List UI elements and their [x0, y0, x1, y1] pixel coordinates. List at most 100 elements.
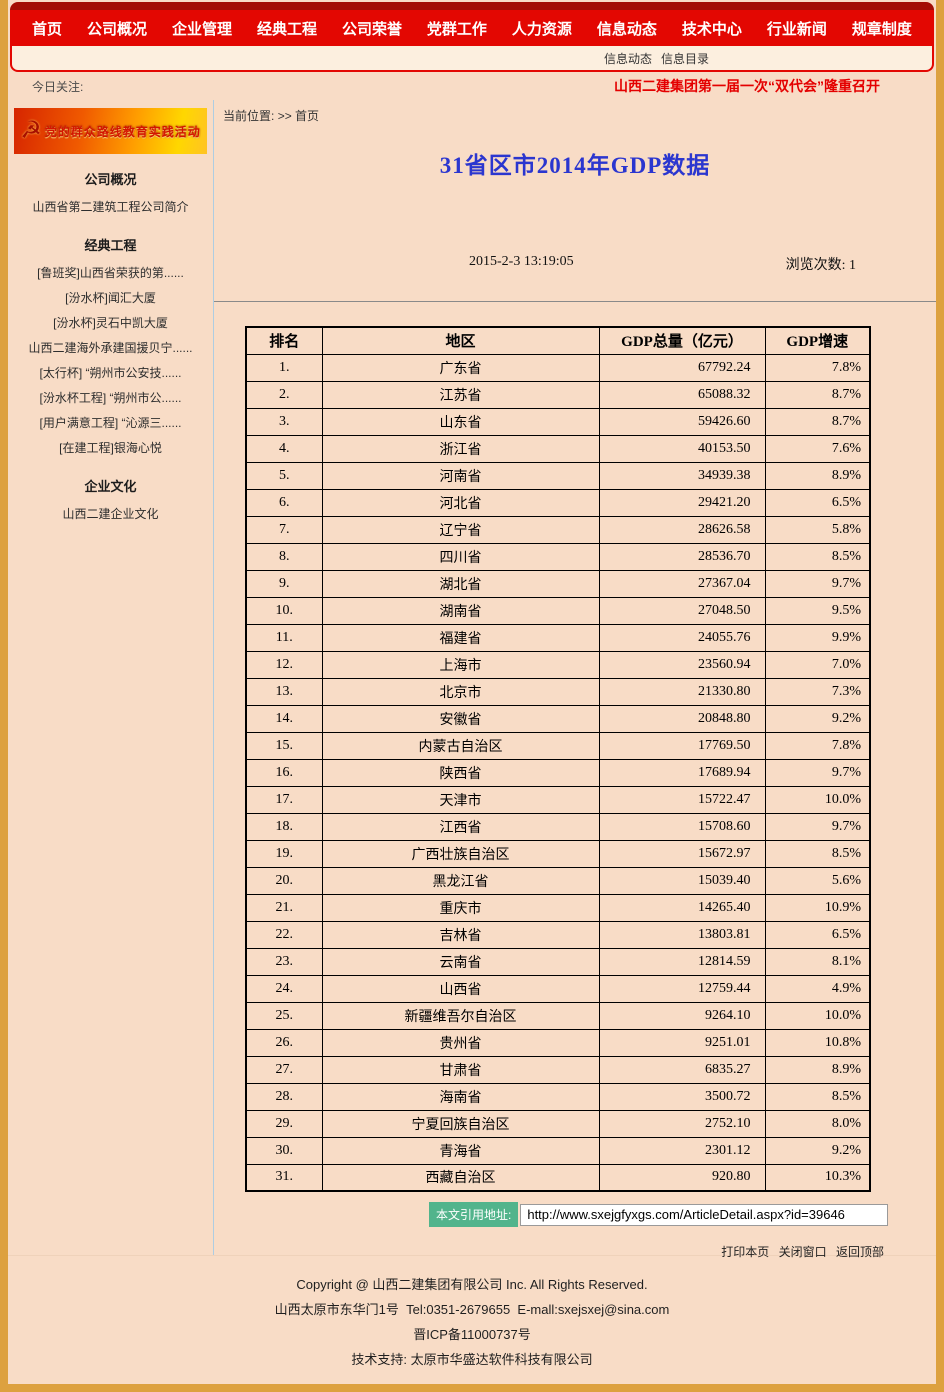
- table-row: 9. 湖北省 27367.04 9.7%: [245, 569, 871, 598]
- cell-growth: 8.9%: [764, 461, 871, 490]
- citation-url-input[interactable]: [520, 1203, 889, 1226]
- cell-growth: 6.5%: [764, 920, 871, 949]
- sidebar-link[interactable]: [太行杯] “朔州市公安技......: [39, 366, 182, 380]
- cell-region: 内蒙古自治区: [321, 731, 600, 760]
- party-campaign-banner[interactable]: ☭ 党的群众路线教育实践活动: [14, 108, 207, 154]
- table-row: 19. 广西壮族自治区 15672.97 8.5%: [245, 839, 871, 868]
- cell-growth: 9.2%: [764, 1136, 871, 1165]
- table-header-cell: 排名: [245, 326, 323, 355]
- subnav-item[interactable]: 信息动态: [604, 51, 653, 66]
- sidebar-link[interactable]: [汾水杯]闻汇大厦: [65, 291, 156, 305]
- cell-growth: 7.3%: [764, 677, 871, 706]
- nav-item[interactable]: 规章制度: [851, 20, 912, 38]
- cell-rank: 25.: [245, 1001, 323, 1030]
- sidebar: ☭ 党的群众路线教育实践活动 公司概况 山西省第二建筑工程公司简介 经典工程 […: [8, 100, 213, 1255]
- cell-region: 辽宁省: [321, 515, 600, 544]
- cell-gdp: 15708.60: [598, 812, 766, 841]
- nav-item[interactable]: 经典工程: [256, 20, 317, 38]
- cell-growth: 8.0%: [764, 1109, 871, 1138]
- cell-rank: 19.: [245, 839, 323, 868]
- nav-item[interactable]: 人力资源: [511, 20, 572, 38]
- cell-rank: 17.: [245, 785, 323, 814]
- nav-item[interactable]: 行业新闻: [766, 20, 827, 38]
- nav-item[interactable]: 首页: [32, 20, 63, 38]
- gdp-table-head: 排名 地区 GDP总量（亿元） GDP增速: [245, 326, 871, 355]
- cell-region: 云南省: [321, 947, 600, 976]
- nav-item[interactable]: 信息动态: [596, 20, 657, 38]
- table-row: 23. 云南省 12814.59 8.1%: [245, 947, 871, 976]
- cell-growth: 8.7%: [764, 380, 871, 409]
- cell-growth: 8.5%: [764, 839, 871, 868]
- cell-rank: 7.: [245, 515, 323, 544]
- cell-region: 安徽省: [321, 704, 600, 733]
- sidebar-link[interactable]: [在建工程]银海心悦: [59, 441, 162, 455]
- table-row: 10. 湖南省 27048.50 9.5%: [245, 596, 871, 625]
- cell-rank: 14.: [245, 704, 323, 733]
- cell-region: 湖南省: [321, 596, 600, 625]
- cell-rank: 20.: [245, 866, 323, 895]
- ticker-row: 今日关注: 山西二建集团第一届一次“双代会”隆重召开: [8, 72, 936, 100]
- cell-gdp: 15672.97: [598, 839, 766, 868]
- ticker-headline-link[interactable]: 山西二建集团第一届一次“双代会”隆重召开: [614, 78, 880, 94]
- cell-gdp: 9251.01: [598, 1028, 766, 1057]
- main-column: 当前位置: >> 首页 31省区市2014年GDP数据 2015-2-3 13:…: [213, 100, 936, 1259]
- sidebar-link[interactable]: [鲁班奖]山西省荣获的第......: [37, 266, 184, 280]
- table-row: 7. 辽宁省 28626.58 5.8%: [245, 515, 871, 544]
- cell-rank: 26.: [245, 1028, 323, 1057]
- table-row: 8. 四川省 28536.70 8.5%: [245, 542, 871, 571]
- gdp-table-body: 1. 广东省 67792.24 7.8% 2. 江苏省 65088.32 8.7…: [245, 353, 871, 1192]
- cell-gdp: 9264.10: [598, 1001, 766, 1030]
- main-navigation: 首页 公司概况 企业管理 经典工程 公司荣誉 党群工作 人力资源 信息动态 技术…: [10, 10, 934, 46]
- cell-growth: 4.9%: [764, 974, 871, 1003]
- table-row: 29. 宁夏回族自治区 2752.10 8.0%: [245, 1109, 871, 1138]
- sidebar-link[interactable]: 山西省第二建筑工程公司简介: [32, 200, 189, 214]
- cell-gdp: 12759.44: [598, 974, 766, 1003]
- cell-growth: 8.1%: [764, 947, 871, 976]
- article-meta-row: 2015-2-3 13:19:05 浏览次数: 1: [214, 254, 936, 274]
- print-page-link[interactable]: 打印本页: [721, 1245, 770, 1259]
- cell-rank: 9.: [245, 569, 323, 598]
- subnav-item[interactable]: 信息目录: [661, 51, 710, 66]
- cell-region: 海南省: [321, 1082, 600, 1111]
- nav-item[interactable]: 公司概况: [86, 20, 147, 38]
- sidebar-link[interactable]: 山西二建海外承建国援贝宁......: [28, 341, 193, 355]
- nav-item[interactable]: 技术中心: [681, 20, 742, 38]
- sidebar-link[interactable]: 山西二建企业文化: [62, 507, 159, 521]
- citation-label-badge: 本文引用地址:: [429, 1202, 519, 1227]
- table-header-cell: 地区: [321, 326, 600, 355]
- sidebar-link[interactable]: [用户满意工程] “沁源三......: [39, 416, 182, 430]
- cell-gdp: 40153.50: [598, 434, 766, 463]
- cell-growth: 10.0%: [764, 1001, 871, 1030]
- cell-gdp: 27367.04: [598, 569, 766, 598]
- cell-rank: 8.: [245, 542, 323, 571]
- breadcrumb-home-link[interactable]: >> 首页: [277, 109, 320, 123]
- cell-rank: 1.: [245, 353, 323, 382]
- cell-region: 上海市: [321, 650, 600, 679]
- cell-gdp: 3500.72: [598, 1082, 766, 1111]
- cell-growth: 10.3%: [764, 1163, 871, 1192]
- sidebar-link[interactable]: [汾水杯工程] “朔州市公......: [39, 391, 182, 405]
- nav-item[interactable]: 党群工作: [426, 20, 487, 38]
- cell-growth: 10.8%: [764, 1028, 871, 1057]
- cell-region: 宁夏回族自治区: [321, 1109, 600, 1138]
- nav-item[interactable]: 企业管理: [171, 20, 232, 38]
- cell-rank: 23.: [245, 947, 323, 976]
- cell-growth: 10.0%: [764, 785, 871, 814]
- close-window-link[interactable]: 关闭窗口: [778, 1245, 827, 1259]
- cell-growth: 9.5%: [764, 596, 871, 625]
- cell-gdp: 2301.12: [598, 1136, 766, 1165]
- cell-region: 重庆市: [321, 893, 600, 922]
- cell-rank: 13.: [245, 677, 323, 706]
- nav-item[interactable]: 公司荣誉: [341, 20, 402, 38]
- sidebar-section-culture: 企业文化 山西二建企业文化: [8, 475, 213, 527]
- cell-gdp: 28626.58: [598, 515, 766, 544]
- header-top-strip: [10, 2, 934, 10]
- table-row: 13. 北京市 21330.80 7.3%: [245, 677, 871, 706]
- footer-line: 晋ICP备11000737号: [413, 1327, 531, 1342]
- view-count: 浏览次数: 1: [785, 258, 856, 273]
- back-to-top-link[interactable]: 返回顶部: [835, 1245, 884, 1259]
- table-row: 3. 山东省 59426.60 8.7%: [245, 407, 871, 436]
- cell-growth: 5.6%: [764, 866, 871, 895]
- table-row: 6. 河北省 29421.20 6.5%: [245, 488, 871, 517]
- sidebar-link[interactable]: [汾水杯]灵石中凯大厦: [53, 316, 168, 330]
